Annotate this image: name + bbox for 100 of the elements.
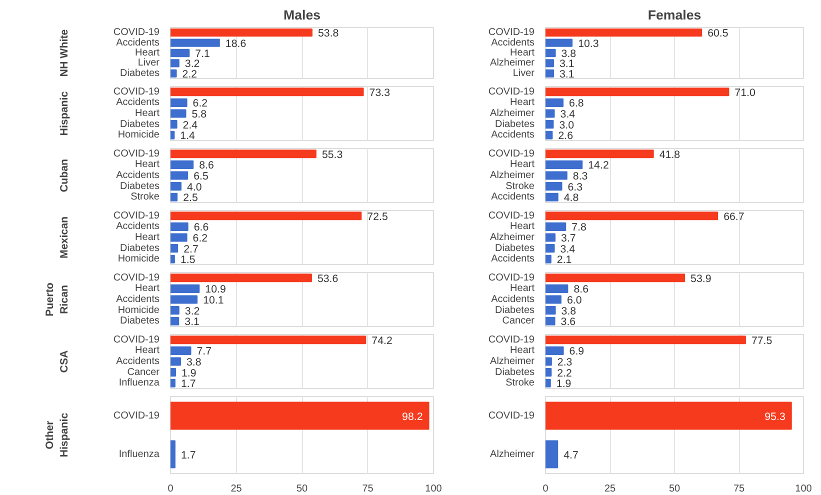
data-label: 4.8 [564, 192, 579, 204]
data-label: 53.9 [690, 272, 712, 285]
bar [170, 160, 194, 169]
x-tick-label: 50 [668, 484, 680, 494]
x-tick-label: 75 [362, 484, 374, 494]
data-label: 72.5 [367, 210, 388, 223]
y-tick-label: Accidents [491, 294, 535, 305]
data-label: 6.8 [569, 98, 584, 110]
bar [170, 336, 366, 344]
data-label: 3.8 [186, 356, 202, 368]
bar [546, 368, 552, 377]
data-label: 10.9 [205, 284, 226, 296]
data-label: 2.5 [183, 192, 198, 204]
data-label: 3.8 [561, 48, 576, 60]
y-tick-label: COVID-19 [113, 27, 160, 38]
bar [546, 28, 702, 37]
y-tick-label: Diabetes [120, 68, 160, 79]
y-tick-label: Heart [510, 345, 535, 356]
data-label: 60.5 [708, 28, 728, 40]
x-tick-label: 100 [795, 484, 812, 494]
bar [170, 295, 198, 304]
y-tick-label: Accidents [491, 37, 535, 48]
y-tick-label: COVID-19 [113, 272, 160, 284]
y-tick-label: Accidents [116, 221, 160, 232]
data-label: 1.9 [181, 367, 196, 380]
data-label: 3.7 [561, 232, 576, 244]
y-tick-label: Alzheimer [490, 356, 536, 367]
bar [170, 212, 362, 220]
bar [546, 98, 564, 107]
data-label: 41.8 [659, 148, 680, 161]
y-tick-label: COVID-19 [113, 86, 160, 98]
data-label: 10.3 [578, 38, 599, 50]
y-tick-label: COVID-19 [488, 410, 535, 422]
bar [546, 222, 566, 231]
bar [170, 368, 176, 377]
bar [546, 212, 718, 220]
bar [170, 171, 188, 180]
y-axis-title: Hispanic [58, 91, 70, 136]
y-tick-label: Alzheimer [490, 108, 536, 119]
bar [170, 274, 312, 282]
y-tick-label: Diabetes [120, 242, 160, 254]
y-tick-label: Stroke [506, 180, 535, 192]
y-tick-label: Accidents [116, 170, 160, 181]
bar [546, 171, 568, 180]
y-tick-label: Accidents [491, 130, 535, 141]
bar [170, 378, 176, 388]
data-label: 95.3 [764, 410, 786, 423]
data-label: 10.1 [203, 294, 224, 306]
y-tick-label: Diabetes [495, 304, 534, 316]
y-tick-label: Diabetes [495, 242, 534, 254]
bar [546, 130, 553, 140]
data-label: 4.0 [187, 181, 202, 194]
bar [170, 222, 188, 231]
bar [170, 284, 200, 293]
y-axis-title: NH White [58, 29, 70, 77]
data-label: 2.1 [556, 254, 572, 266]
bar [170, 59, 180, 68]
data-label: 7.8 [572, 222, 587, 234]
bar [170, 109, 186, 118]
bar [170, 233, 188, 242]
y-tick-label: Liver [138, 58, 160, 69]
y-tick-label: Alzheimer [490, 170, 536, 181]
data-label: 6.9 [569, 346, 584, 358]
data-label: 3.8 [561, 305, 576, 318]
bar [546, 346, 564, 355]
data-label: 5.8 [192, 108, 207, 120]
bar [546, 233, 556, 242]
bar [546, 182, 562, 191]
y-tick-label: Stroke [506, 378, 535, 389]
x-tick-label: 75 [733, 484, 745, 494]
x-tick-label: 0 [542, 484, 549, 494]
y-tick-label: Accidents [116, 37, 160, 48]
data-label: 77.5 [751, 334, 772, 347]
data-label: 3.6 [560, 316, 576, 328]
bar [170, 346, 192, 355]
x-tick-label: 25 [604, 484, 616, 494]
data-label: 6.5 [194, 170, 208, 182]
data-label: 1.4 [180, 130, 196, 142]
bar [546, 244, 555, 253]
bar [170, 192, 178, 202]
bar [170, 69, 177, 78]
bar [546, 192, 558, 202]
data-label: 2.6 [558, 130, 574, 142]
data-label: 6.2 [192, 98, 208, 110]
bar [546, 150, 654, 158]
data-label: 18.6 [225, 38, 246, 50]
data-label: 3.2 [184, 305, 200, 318]
y-tick-label: Diabetes [120, 180, 160, 192]
data-label: 1.5 [180, 254, 196, 266]
y-tick-label: Accidents [491, 254, 535, 265]
data-label: 2.4 [182, 119, 198, 132]
bar [546, 48, 556, 58]
y-tick-label: Heart [135, 345, 160, 356]
y-tick-label: COVID-19 [488, 210, 535, 222]
bar [170, 254, 175, 264]
data-label: 53.8 [318, 28, 339, 40]
data-label: 74.2 [372, 334, 392, 347]
data-label: 3.1 [560, 58, 574, 70]
y-tick-label: Homicide [118, 304, 160, 316]
data-label: 53.6 [317, 272, 338, 285]
